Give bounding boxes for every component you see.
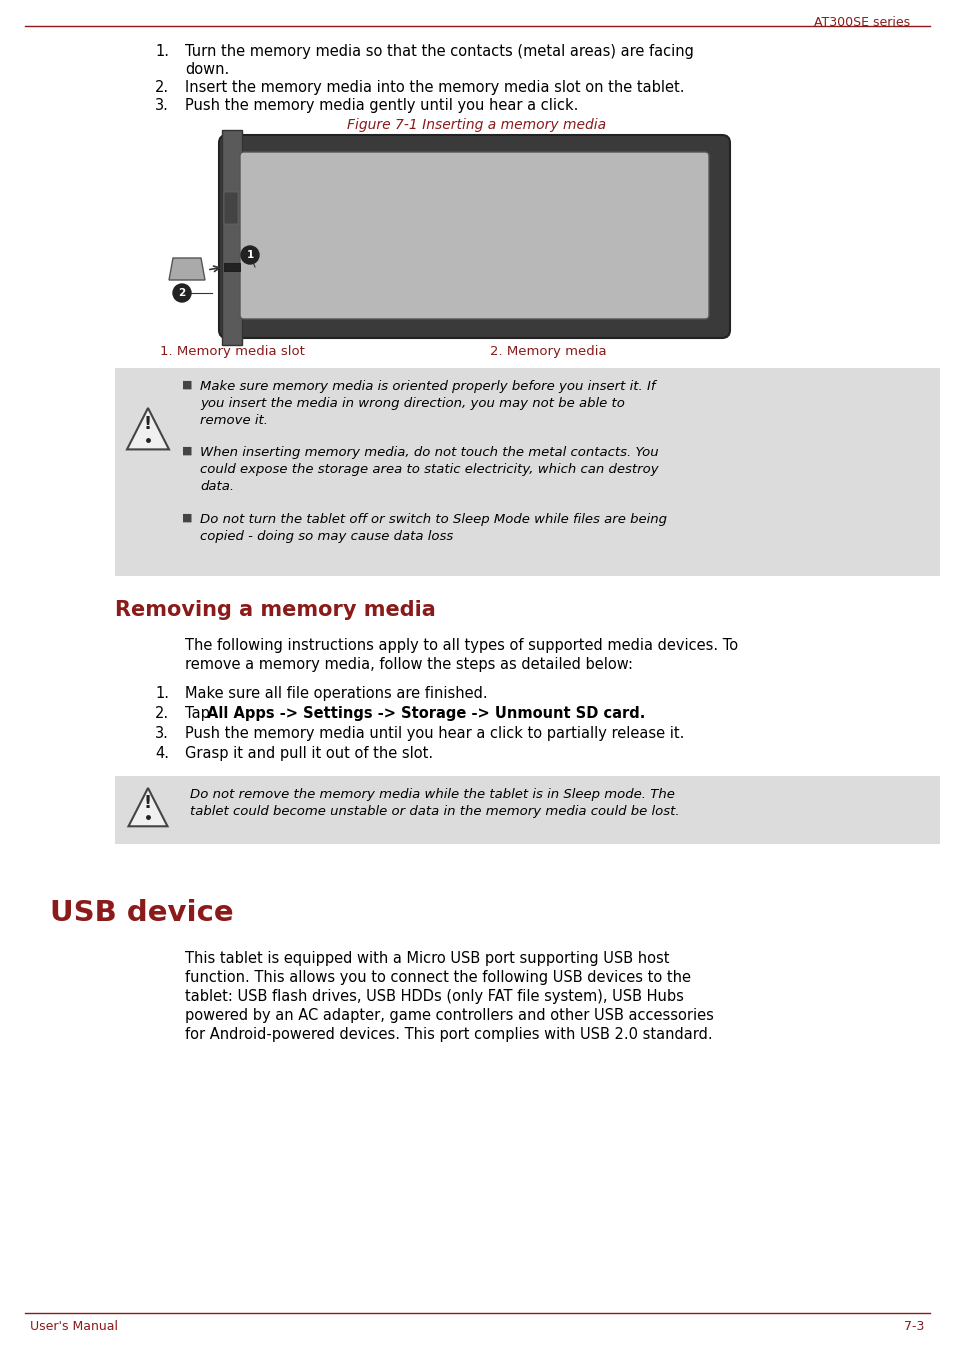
- Text: remove it.: remove it.: [200, 414, 268, 426]
- Text: Push the memory media until you hear a click to partially release it.: Push the memory media until you hear a c…: [185, 726, 683, 741]
- Text: Turn the memory media so that the contacts (metal areas) are facing: Turn the memory media so that the contac…: [185, 44, 693, 59]
- Text: 1.: 1.: [154, 686, 169, 701]
- FancyBboxPatch shape: [224, 192, 237, 225]
- Text: ■: ■: [182, 381, 193, 390]
- FancyBboxPatch shape: [115, 369, 939, 576]
- Text: 1: 1: [246, 250, 253, 260]
- Text: Figure 7-1 Inserting a memory media: Figure 7-1 Inserting a memory media: [347, 118, 606, 132]
- Text: User's Manual: User's Manual: [30, 1319, 118, 1333]
- Text: 3.: 3.: [154, 98, 169, 113]
- Text: 2. Memory media: 2. Memory media: [490, 346, 606, 358]
- Text: 3.: 3.: [154, 726, 169, 741]
- FancyBboxPatch shape: [224, 264, 240, 270]
- Text: Insert the memory media into the memory media slot on the tablet.: Insert the memory media into the memory …: [185, 79, 684, 95]
- Text: 4.: 4.: [154, 746, 169, 761]
- Text: AT300SE series: AT300SE series: [813, 16, 909, 30]
- Text: function. This allows you to connect the following USB devices to the: function. This allows you to connect the…: [185, 970, 690, 985]
- FancyBboxPatch shape: [115, 776, 939, 845]
- Text: you insert the media in wrong direction, you may not be able to: you insert the media in wrong direction,…: [200, 397, 624, 410]
- Text: Make sure all file operations are finished.: Make sure all file operations are finish…: [185, 686, 487, 701]
- Text: !: !: [144, 794, 152, 812]
- Text: Tap: Tap: [185, 706, 214, 721]
- Text: tablet: USB flash drives, USB HDDs (only FAT file system), USB Hubs: tablet: USB flash drives, USB HDDs (only…: [185, 989, 683, 1003]
- Text: Do not turn the tablet off or switch to Sleep Mode while files are being: Do not turn the tablet off or switch to …: [200, 512, 666, 526]
- Text: Push the memory media gently until you hear a click.: Push the memory media gently until you h…: [185, 98, 578, 113]
- Text: Do not remove the memory media while the tablet is in Sleep mode. The: Do not remove the memory media while the…: [190, 788, 674, 802]
- Text: ■: ■: [182, 447, 193, 456]
- Text: All Apps -> Settings -> Storage -> Unmount SD card.: All Apps -> Settings -> Storage -> Unmou…: [207, 706, 644, 721]
- Text: Removing a memory media: Removing a memory media: [115, 600, 436, 620]
- Text: USB device: USB device: [50, 898, 233, 927]
- Text: !: !: [144, 416, 152, 433]
- Polygon shape: [169, 258, 205, 280]
- Text: down.: down.: [185, 62, 229, 77]
- Text: remove a memory media, follow the steps as detailed below:: remove a memory media, follow the steps …: [185, 656, 633, 672]
- Text: 2: 2: [178, 288, 186, 299]
- FancyBboxPatch shape: [240, 152, 708, 319]
- Text: 2.: 2.: [154, 706, 169, 721]
- Text: powered by an AC adapter, game controllers and other USB accessories: powered by an AC adapter, game controlle…: [185, 1007, 713, 1024]
- Text: data.: data.: [200, 480, 233, 494]
- Circle shape: [241, 246, 258, 264]
- Text: 1.: 1.: [154, 44, 169, 59]
- Text: The following instructions apply to all types of supported media devices. To: The following instructions apply to all …: [185, 638, 738, 654]
- Text: 2.: 2.: [154, 79, 169, 95]
- Text: Make sure memory media is oriented properly before you insert it. If: Make sure memory media is oriented prope…: [200, 381, 655, 393]
- Text: tablet could become unstable or data in the memory media could be lost.: tablet could become unstable or data in …: [190, 806, 679, 818]
- Text: Grasp it and pull it out of the slot.: Grasp it and pull it out of the slot.: [185, 746, 433, 761]
- Text: When inserting memory media, do not touch the metal contacts. You: When inserting memory media, do not touc…: [200, 447, 658, 459]
- Text: could expose the storage area to static electricity, which can destroy: could expose the storage area to static …: [200, 463, 658, 476]
- Text: ■: ■: [182, 512, 193, 523]
- Text: 7-3: 7-3: [902, 1319, 923, 1333]
- Polygon shape: [129, 788, 168, 826]
- Text: 1. Memory media slot: 1. Memory media slot: [160, 346, 305, 358]
- FancyBboxPatch shape: [222, 130, 242, 346]
- Text: This tablet is equipped with a Micro USB port supporting USB host: This tablet is equipped with a Micro USB…: [185, 951, 669, 966]
- Polygon shape: [127, 408, 169, 449]
- Text: copied - doing so may cause data loss: copied - doing so may cause data loss: [200, 530, 453, 543]
- Circle shape: [172, 284, 191, 303]
- FancyBboxPatch shape: [219, 134, 729, 338]
- Text: for Android-powered devices. This port complies with USB 2.0 standard.: for Android-powered devices. This port c…: [185, 1028, 712, 1042]
